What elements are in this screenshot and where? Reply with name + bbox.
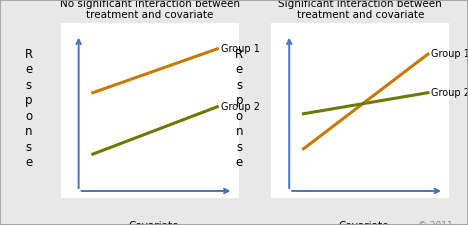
Text: o: o	[25, 110, 32, 123]
Text: Group 1: Group 1	[221, 44, 260, 54]
Text: © 2011: © 2011	[418, 221, 453, 225]
Text: e: e	[236, 63, 243, 76]
Text: e: e	[25, 156, 32, 169]
Text: Group 2: Group 2	[431, 88, 468, 98]
Text: R: R	[25, 48, 33, 61]
Text: Group 1: Group 1	[431, 49, 468, 59]
Title: No significant interaction between
treatment and covariate: No significant interaction between treat…	[60, 0, 240, 20]
Text: e: e	[236, 156, 243, 169]
Text: Covariate: Covariate	[339, 221, 389, 225]
Text: n: n	[236, 125, 243, 138]
Text: n: n	[25, 125, 33, 138]
Text: s: s	[236, 79, 242, 92]
Text: Group 2: Group 2	[221, 102, 260, 112]
Text: s: s	[236, 141, 242, 154]
Text: p: p	[25, 94, 33, 107]
Text: s: s	[26, 79, 32, 92]
Text: s: s	[26, 141, 32, 154]
Text: e: e	[25, 63, 32, 76]
Text: p: p	[236, 94, 243, 107]
Text: Covariate: Covariate	[128, 221, 179, 225]
Text: R: R	[235, 48, 243, 61]
Title: Significant interaction between
treatment and covariate: Significant interaction between treatmen…	[278, 0, 442, 20]
Text: o: o	[236, 110, 243, 123]
